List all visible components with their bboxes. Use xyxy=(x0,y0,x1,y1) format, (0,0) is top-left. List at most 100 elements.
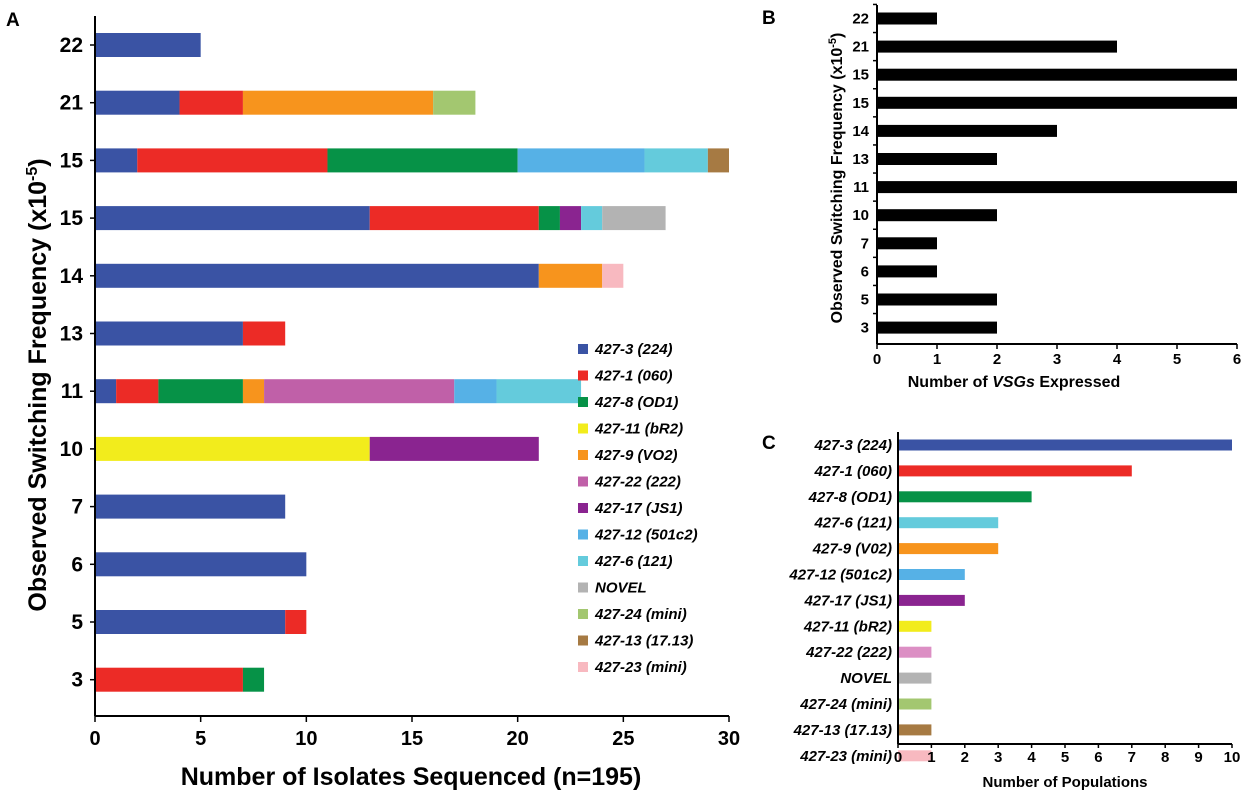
legend-label-427-6-121: 427-6 (121) xyxy=(594,553,673,570)
bar-b-5 xyxy=(877,153,997,165)
bar-c-427-22-222 xyxy=(898,646,932,658)
tick-label-c-x-6: 6 xyxy=(1094,749,1102,766)
panel-c-chart: C 427-3 (224) 427-1 (060) 427-8 (OD1) 427-6… xyxy=(762,432,1240,791)
tick-label-c-y-10: 427-24 (mini) xyxy=(799,696,892,713)
bar-a-row-6-427-9-vo2 xyxy=(242,379,265,404)
panel-a-bars xyxy=(95,33,729,692)
legend-swatch-427-1-060 xyxy=(578,370,588,381)
tick-label-c-y-9: NOVEL xyxy=(840,670,892,687)
bar-a-row-3-427-17-js1 xyxy=(559,206,582,231)
bar-a-row-8-427-3-224 xyxy=(95,494,286,519)
panel-c-x-axis-label: Number of Populations xyxy=(983,774,1148,791)
bar-a-row-6-427-6-121 xyxy=(496,379,582,404)
legend-swatch-427-17-js1 xyxy=(578,503,588,513)
tick-label-b-x-0: 0 xyxy=(873,351,881,368)
tick-label-a-y-1: 21 xyxy=(60,92,84,115)
legend-swatch-427-13-17-13 xyxy=(578,635,588,646)
panel-a-legend: 427-3 (224) 427-1 (060) 427-8 (OD1) 427-11 … xyxy=(578,341,698,676)
panel-b-x-axis-label: Number of VSGs Expressed xyxy=(908,374,1121,391)
panel-c-axes: 427-3 (224) 427-1 (060) 427-8 (OD1) 427-6 (… xyxy=(788,432,1240,766)
tick-label-b-y-0: 22 xyxy=(852,11,869,28)
legend-swatch-427-11-br2 xyxy=(578,423,588,434)
tick-label-c-y-6: 427-17 (JS1) xyxy=(803,592,892,609)
bar-a-row-2-427-13-17-13 xyxy=(707,148,729,173)
legend-swatch-427-3-224 xyxy=(578,344,588,354)
tick-label-b-y-2: 15 xyxy=(852,67,869,84)
bar-a-row-2-427-1-060 xyxy=(137,148,328,173)
bar-b-7 xyxy=(877,209,997,222)
bar-a-row-4-427-3-224 xyxy=(95,263,539,288)
bar-a-row-3-427-3-224 xyxy=(95,206,370,231)
legend-label-novel: NOVEL xyxy=(595,580,647,597)
panel-letter-b: B xyxy=(762,8,776,29)
tick-label-a-x-5: 25 xyxy=(612,728,634,750)
bar-a-row-2-427-12-501c2 xyxy=(517,148,645,173)
tick-label-b-x-3: 3 xyxy=(1053,351,1061,368)
bar-a-row-7-427-11-br2 xyxy=(95,436,370,461)
bar-a-row-11-427-8-od1 xyxy=(242,667,265,692)
panel-c-bars xyxy=(898,439,1232,762)
bar-b-6 xyxy=(877,181,1237,194)
bar-a-row-5-427-3-224 xyxy=(95,321,243,346)
legend-label-427-23-mini: 427-23 (mini) xyxy=(594,659,687,676)
tick-label-b-y-3: 15 xyxy=(852,95,869,112)
tick-label-c-y-1: 427-1 (060) xyxy=(813,463,892,480)
bar-b-10 xyxy=(877,293,997,306)
legend-label-427-8-od1: 427-8 (OD1) xyxy=(594,394,678,411)
bar-a-row-3-427-6-121 xyxy=(581,206,603,231)
bar-c-427-17-js1 xyxy=(898,594,965,606)
tick-label-a-y-8: 7 xyxy=(71,496,83,519)
bar-b-4 xyxy=(877,124,1057,137)
tick-label-b-x-4: 4 xyxy=(1113,351,1122,368)
tick-label-a-y-3: 15 xyxy=(60,207,84,230)
bar-a-row-1-427-1-060 xyxy=(179,90,243,115)
bar-b-1 xyxy=(877,40,1117,53)
bar-a-row-3-427-1-060 xyxy=(369,206,539,231)
legend-label-427-1-060: 427-1 (060) xyxy=(594,368,673,385)
bar-b-3 xyxy=(877,96,1237,109)
panel-letter-c: C xyxy=(762,433,776,454)
bar-a-row-5-427-1-060 xyxy=(242,321,286,346)
tick-label-c-x-0: 0 xyxy=(894,749,902,766)
legend-label-427-3-224: 427-3 (224) xyxy=(594,341,673,358)
tick-label-a-y-10: 5 xyxy=(71,611,83,634)
tick-label-a-y-5: 13 xyxy=(60,323,83,346)
legend-swatch-427-8-od1 xyxy=(578,397,588,407)
bar-a-row-3-novel xyxy=(602,206,666,231)
legend-label-427-22-222: 427-22 (222) xyxy=(594,474,681,491)
tick-label-a-x-6: 30 xyxy=(718,728,740,750)
tick-label-a-x-0: 0 xyxy=(89,728,100,750)
legend-swatch-novel xyxy=(578,582,588,593)
tick-label-c-y-11: 427-13 (17.13) xyxy=(793,722,892,739)
bar-c-427-11-br2 xyxy=(898,620,932,632)
tick-label-a-y-4: 14 xyxy=(60,265,84,288)
legend-label-427-24-mini: 427-24 (mini) xyxy=(594,606,687,623)
bar-b-8 xyxy=(877,237,937,250)
bar-a-row-10-427-3-224 xyxy=(95,610,286,634)
tick-label-c-x-3: 3 xyxy=(994,749,1002,766)
legend-swatch-427-22-222 xyxy=(578,476,588,487)
bar-a-row-11-427-1-060 xyxy=(95,667,243,692)
legend-label-427-12-501c2: 427-12 (501c2) xyxy=(594,527,698,544)
tick-label-b-y-7: 10 xyxy=(852,207,869,224)
bar-a-row-0-427-3-224 xyxy=(95,33,201,57)
tick-label-c-y-2: 427-8 (OD1) xyxy=(808,489,892,506)
tick-label-b-y-4: 14 xyxy=(852,123,869,140)
legend-swatch-427-23-mini xyxy=(578,662,588,672)
tick-label-a-x-3: 15 xyxy=(401,728,423,750)
bar-c-427-6-121 xyxy=(898,517,999,529)
tick-label-a-x-2: 10 xyxy=(295,728,317,750)
tick-label-a-y-11: 3 xyxy=(71,669,83,692)
legend-swatch-427-24-mini xyxy=(578,609,588,619)
bar-c-427-13-17-13 xyxy=(898,724,932,736)
panel-a-y-axis-label: Observed Switching Frequency (x10-5) xyxy=(24,158,52,611)
bar-a-row-6-427-1-060 xyxy=(116,379,159,404)
bar-a-row-2-427-3-224 xyxy=(95,148,138,173)
bar-c-427-3-224 xyxy=(898,439,1232,451)
tick-label-a-y-7: 10 xyxy=(60,438,83,461)
bar-c-427-12-501c2 xyxy=(898,569,965,580)
